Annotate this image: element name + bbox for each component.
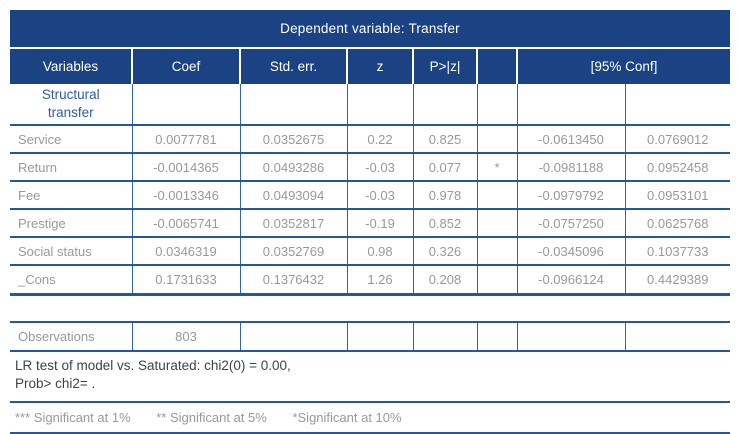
empty-cell [412, 84, 477, 126]
table-title-bar: Dependent variable: Transfer [10, 10, 730, 47]
conf-high-cell: 0.0625768 [624, 209, 731, 238]
variable-name-cell: Return [10, 153, 132, 182]
conf-high-cell: 0.0953101 [624, 181, 731, 210]
coef-cell: 0.0077781 [131, 125, 240, 154]
coef-cell: 0.0346319 [131, 237, 240, 266]
col-header-variables: Variables [10, 49, 132, 84]
conf-low-cell: -0.0981188 [516, 153, 625, 182]
empty-cell [412, 320, 477, 352]
conf-high-cell: 0.0952458 [624, 153, 731, 182]
p-value-cell: 0.825 [412, 125, 477, 154]
conf-low-cell: -0.0966124 [516, 265, 625, 296]
table-header: Variables Coef Std. err. z P>|z| [95% Co… [10, 49, 731, 84]
conf-low-cell: -0.0613450 [516, 125, 625, 154]
empty-cell [476, 84, 517, 126]
sig-cell [476, 209, 517, 238]
sig-cell [476, 237, 517, 266]
z-cell: -0.03 [346, 153, 413, 182]
conf-low-cell: -0.0757250 [516, 209, 625, 238]
conf-low-cell: -0.0979792 [516, 181, 625, 210]
significance-10pct: *Significant at 10% [292, 410, 402, 426]
coef-cell: -0.0065741 [131, 209, 240, 238]
std-err-cell: 0.0352675 [239, 125, 347, 154]
z-cell: -0.19 [346, 209, 413, 238]
observations-value: 803 [131, 320, 240, 352]
coef-cell: 0.1731633 [131, 265, 240, 296]
group-label: Structural transfer [41, 87, 100, 120]
variable-name-cell: Prestige [10, 209, 132, 238]
conf-high-cell: 0.0769012 [624, 125, 731, 154]
z-cell: 0.22 [346, 125, 413, 154]
std-err-cell: 0.1376432 [239, 265, 347, 296]
empty-cell [346, 84, 413, 126]
conf-high-cell: 0.4429389 [624, 265, 731, 296]
observations-table: Observations 803 [10, 320, 730, 352]
header-row: Variables Coef Std. err. z P>|z| [95% Co… [10, 49, 731, 84]
variable-name-cell: _Cons [10, 265, 132, 296]
table-row-prestige: Prestige -0.0065741 0.0352817 -0.19 0.85… [10, 209, 731, 238]
p-value-cell: 0.208 [412, 265, 477, 296]
coef-cell: -0.0013346 [131, 181, 240, 210]
table-row-cons: _Cons 0.1731633 0.1376432 1.26 0.208 -0.… [10, 265, 731, 296]
std-err-cell: 0.0352817 [239, 209, 347, 238]
variable-name-cell: Fee [10, 181, 132, 210]
sig-cell [476, 125, 517, 154]
significance-1pct: *** Significant at 1% [15, 410, 131, 426]
sig-cell: * [476, 153, 517, 182]
col-header-conf-interval: [95% Conf] [515, 49, 731, 84]
conf-low-cell: -0.0345096 [516, 237, 625, 266]
p-value-cell: 0.077 [412, 153, 477, 182]
std-err-cell: 0.0352769 [239, 237, 347, 266]
empty-cell [624, 84, 731, 126]
significance-legend: *** Significant at 1% ** Significant at … [10, 403, 730, 434]
lr-test-line2: Prob> chi2= . [15, 376, 96, 392]
observations-row: Observations 803 [10, 320, 730, 352]
z-cell: 0.98 [346, 237, 413, 266]
col-header-coef: Coef [131, 49, 240, 84]
table-row-service: Service 0.0077781 0.0352675 0.22 0.825 -… [10, 125, 731, 154]
table-row-return: Return -0.0014365 0.0493286 -0.03 0.077 … [10, 153, 731, 182]
empty-cell [131, 84, 240, 126]
sig-cell [476, 181, 517, 210]
variable-name-cell: Social status [10, 237, 132, 266]
group-label-cell: Structural transfer [10, 84, 132, 126]
lr-test-line1: LR test of model vs. Saturated: chi2(0) … [15, 357, 291, 373]
std-err-cell: 0.0493286 [239, 153, 347, 182]
p-value-cell: 0.326 [412, 237, 477, 266]
empty-cell [239, 320, 347, 352]
col-header-p-value: P>|z| [412, 49, 477, 84]
observations-label: Observations [10, 320, 132, 352]
sig-cell [476, 265, 517, 296]
z-cell: -0.03 [346, 181, 413, 210]
empty-cell [516, 320, 625, 352]
variable-name-cell: Service [10, 125, 132, 154]
empty-cell [476, 320, 517, 352]
significance-5pct: ** Significant at 5% [156, 410, 267, 426]
std-err-cell: 0.0493094 [239, 181, 347, 210]
table-row-fee: Fee -0.0013346 0.0493094 -0.03 0.978 -0.… [10, 181, 731, 210]
col-header-significance [476, 49, 517, 84]
table-title: Dependent variable: Transfer [280, 21, 460, 36]
table-row-social-status: Social status 0.0346319 0.0352769 0.98 0… [10, 237, 731, 266]
lr-test-note: LR test of model vs. Saturated: chi2(0) … [10, 352, 730, 404]
col-header-z: z [346, 49, 413, 84]
empty-cell [516, 84, 625, 126]
group-row-structural-transfer: Structural transfer [10, 84, 731, 126]
empty-cell [346, 320, 413, 352]
empty-cell [624, 320, 730, 352]
z-cell: 1.26 [346, 265, 413, 296]
regression-table: Variables Coef Std. err. z P>|z| [95% Co… [10, 49, 731, 296]
coef-cell: -0.0014365 [131, 153, 240, 182]
p-value-cell: 0.978 [412, 181, 477, 210]
conf-high-cell: 0.1037733 [624, 237, 731, 266]
p-value-cell: 0.852 [412, 209, 477, 238]
col-header-std-err: Std. err. [239, 49, 347, 84]
empty-cell [239, 84, 347, 126]
